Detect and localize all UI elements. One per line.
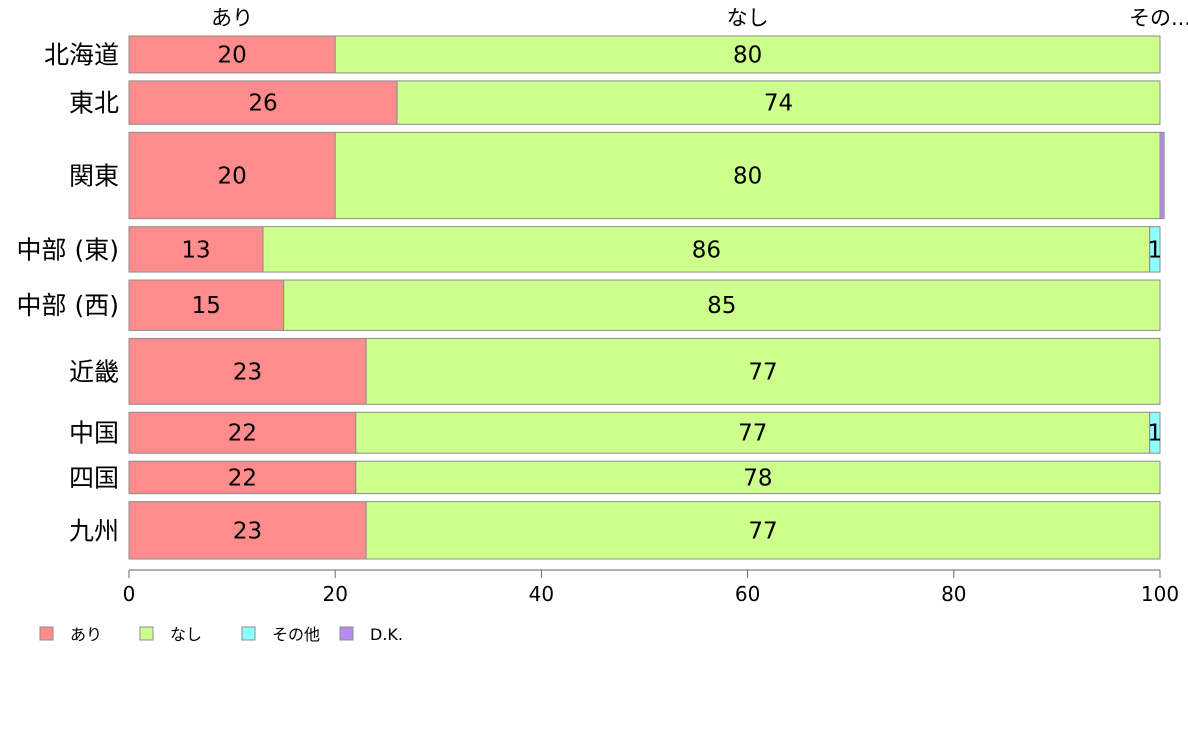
data-label: 22	[228, 421, 257, 447]
data-label: 77	[748, 359, 777, 385]
x-tick-label: 80	[941, 582, 966, 606]
legend-swatch	[39, 626, 54, 641]
bar-group: 20 80 26 74 20 80 13 86 1 15 85 23 77 22 77 1 22 78 23 77	[128, 35, 1165, 560]
category-label: 中国	[69, 419, 119, 448]
legend-label: D.K.	[370, 625, 403, 644]
data-label: 86	[692, 237, 721, 263]
data-label: 85	[707, 293, 736, 319]
data-label: 23	[233, 359, 262, 385]
x-axis: 0 20 40 60 80 100	[123, 569, 1179, 606]
top-series-label: なし	[727, 6, 769, 30]
data-label: 77	[738, 421, 767, 447]
x-tick-label: 40	[529, 582, 554, 606]
top-series-label: その...	[1129, 6, 1188, 30]
top-series-label: あり	[211, 6, 253, 30]
category-label: 東北	[69, 89, 119, 118]
category-label: 近畿	[69, 357, 119, 386]
category-label: 九州	[69, 516, 119, 545]
bar-segment	[128, 131, 336, 220]
data-label: 74	[764, 91, 793, 117]
bar-segment	[128, 337, 367, 405]
x-tick-label: 60	[735, 582, 760, 606]
data-label: 1	[1148, 237, 1163, 263]
bar-segment	[128, 279, 285, 331]
bar-segment	[128, 80, 398, 125]
category-label: 四国	[69, 463, 119, 492]
bar-segment	[355, 460, 1161, 495]
data-label: 20	[217, 42, 246, 68]
legend-swatch	[241, 626, 256, 641]
bar-segment	[365, 337, 1161, 405]
data-label: 78	[743, 465, 772, 491]
bar-segment	[283, 279, 1161, 331]
x-tick-label: 20	[322, 582, 347, 606]
bar-segment	[334, 35, 1161, 74]
bar-segment	[262, 226, 1151, 273]
bar-segment	[128, 501, 367, 560]
data-label: 1	[1148, 421, 1163, 447]
bar-segment	[334, 131, 1161, 220]
bar-segment	[365, 501, 1161, 560]
x-tick-label: 0	[123, 582, 136, 606]
data-label: 23	[233, 518, 262, 544]
bar-segment	[128, 411, 357, 454]
bar-segment	[355, 411, 1151, 454]
category-label: 中部 (西)	[17, 291, 119, 320]
bar-segment	[1159, 131, 1165, 220]
legend-swatch	[339, 626, 354, 641]
bar-segment	[128, 226, 264, 273]
bar-segment	[396, 80, 1161, 125]
data-label: 15	[192, 293, 221, 319]
legend-label: その他	[272, 625, 320, 644]
legend-label: なし	[170, 625, 202, 644]
category-label: 中部 (東)	[17, 235, 119, 264]
top-series-labels: あり なし その...	[211, 6, 1188, 30]
legend-swatch	[139, 626, 154, 641]
data-label: 20	[217, 163, 246, 189]
data-label: 77	[748, 518, 777, 544]
data-label: 80	[733, 42, 762, 68]
bar-segment	[1149, 226, 1161, 273]
data-label: 26	[248, 91, 277, 117]
bar-segment	[128, 460, 357, 495]
bar-segment	[1149, 411, 1161, 454]
category-label: 北海道	[44, 40, 119, 69]
category-label: 関東	[69, 161, 119, 190]
bar-segment	[128, 35, 336, 74]
legend: あり なし その他 D.K.	[39, 625, 403, 644]
data-label: 13	[181, 237, 210, 263]
data-label: 80	[733, 163, 762, 189]
legend-label: あり	[70, 625, 102, 644]
x-tick-label: 100	[1141, 582, 1179, 606]
data-label: 22	[228, 465, 257, 491]
